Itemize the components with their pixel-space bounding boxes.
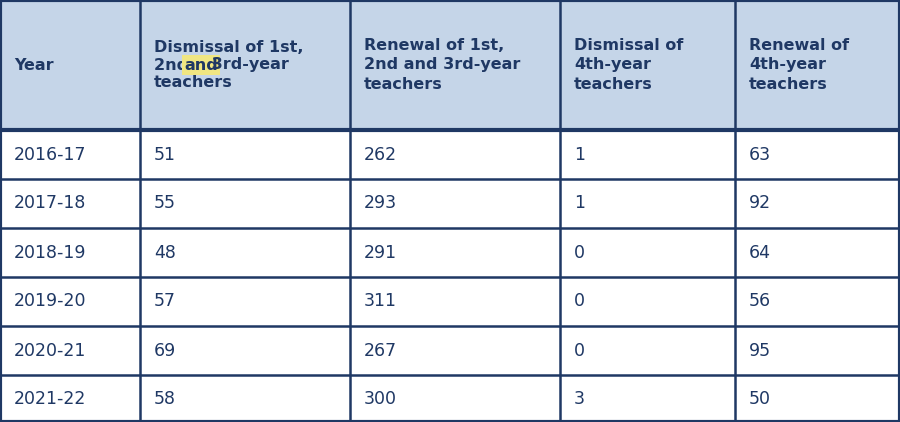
Text: and: and bbox=[184, 57, 218, 73]
Text: 69: 69 bbox=[154, 341, 176, 360]
Bar bbox=[350, 375, 560, 422]
Text: 2019-20: 2019-20 bbox=[14, 292, 86, 311]
Text: 291: 291 bbox=[364, 243, 397, 262]
Text: 56: 56 bbox=[749, 292, 771, 311]
Text: Dismissal of
4th-year
teachers: Dismissal of 4th-year teachers bbox=[574, 38, 683, 92]
Text: 48: 48 bbox=[154, 243, 176, 262]
Text: 0: 0 bbox=[574, 243, 585, 262]
Bar bbox=[140, 375, 350, 422]
Text: 92: 92 bbox=[749, 195, 771, 213]
Bar bbox=[560, 228, 735, 277]
Text: 2017-18: 2017-18 bbox=[14, 195, 86, 213]
Bar bbox=[560, 277, 735, 326]
Bar bbox=[350, 0, 560, 130]
Bar bbox=[140, 326, 350, 375]
Bar bbox=[0, 0, 140, 130]
Bar bbox=[560, 326, 735, 375]
Bar bbox=[350, 130, 560, 179]
Bar bbox=[350, 326, 560, 375]
Bar bbox=[140, 277, 350, 326]
Bar bbox=[560, 130, 735, 179]
Bar bbox=[735, 0, 900, 130]
Bar bbox=[560, 375, 735, 422]
Bar bbox=[560, 179, 735, 228]
Text: 300: 300 bbox=[364, 390, 397, 408]
Bar bbox=[350, 277, 560, 326]
Text: 95: 95 bbox=[749, 341, 771, 360]
Text: 51: 51 bbox=[154, 146, 176, 163]
Bar bbox=[140, 179, 350, 228]
Text: 50: 50 bbox=[749, 390, 771, 408]
Text: Year: Year bbox=[14, 57, 54, 73]
Bar bbox=[735, 228, 900, 277]
Bar bbox=[140, 228, 350, 277]
Text: 64: 64 bbox=[749, 243, 771, 262]
Bar bbox=[0, 375, 140, 422]
Bar bbox=[735, 277, 900, 326]
Text: 57: 57 bbox=[154, 292, 176, 311]
Bar bbox=[140, 0, 350, 130]
Text: 2018-19: 2018-19 bbox=[14, 243, 86, 262]
Text: 1: 1 bbox=[574, 146, 585, 163]
Bar bbox=[0, 277, 140, 326]
Bar bbox=[735, 130, 900, 179]
Text: 1: 1 bbox=[574, 195, 585, 213]
Bar bbox=[735, 326, 900, 375]
Text: Dismissal of 1st,: Dismissal of 1st, bbox=[154, 40, 303, 55]
Text: 63: 63 bbox=[749, 146, 771, 163]
Text: 58: 58 bbox=[154, 390, 176, 408]
Text: 267: 267 bbox=[364, 341, 397, 360]
Text: Renewal of 1st,
2nd and 3rd-year
teachers: Renewal of 1st, 2nd and 3rd-year teacher… bbox=[364, 38, 520, 92]
Text: 2nd: 2nd bbox=[154, 57, 194, 73]
Bar bbox=[350, 228, 560, 277]
Text: Renewal of
4th-year
teachers: Renewal of 4th-year teachers bbox=[749, 38, 849, 92]
Text: 2020-21: 2020-21 bbox=[14, 341, 86, 360]
Text: 3rd-year: 3rd-year bbox=[206, 57, 289, 73]
Bar bbox=[0, 179, 140, 228]
Bar bbox=[140, 130, 350, 179]
Text: teachers: teachers bbox=[154, 75, 233, 90]
Text: 2016-17: 2016-17 bbox=[14, 146, 86, 163]
Text: 293: 293 bbox=[364, 195, 397, 213]
Bar bbox=[0, 228, 140, 277]
Text: 262: 262 bbox=[364, 146, 397, 163]
Text: 2021-22: 2021-22 bbox=[14, 390, 86, 408]
Text: 0: 0 bbox=[574, 292, 585, 311]
Bar bbox=[0, 326, 140, 375]
Bar bbox=[560, 0, 735, 130]
Bar bbox=[350, 179, 560, 228]
Bar bbox=[735, 375, 900, 422]
Text: 3: 3 bbox=[574, 390, 585, 408]
Bar bbox=[0, 130, 140, 179]
Text: 0: 0 bbox=[574, 341, 585, 360]
Bar bbox=[735, 179, 900, 228]
Text: 311: 311 bbox=[364, 292, 397, 311]
Text: 55: 55 bbox=[154, 195, 176, 213]
